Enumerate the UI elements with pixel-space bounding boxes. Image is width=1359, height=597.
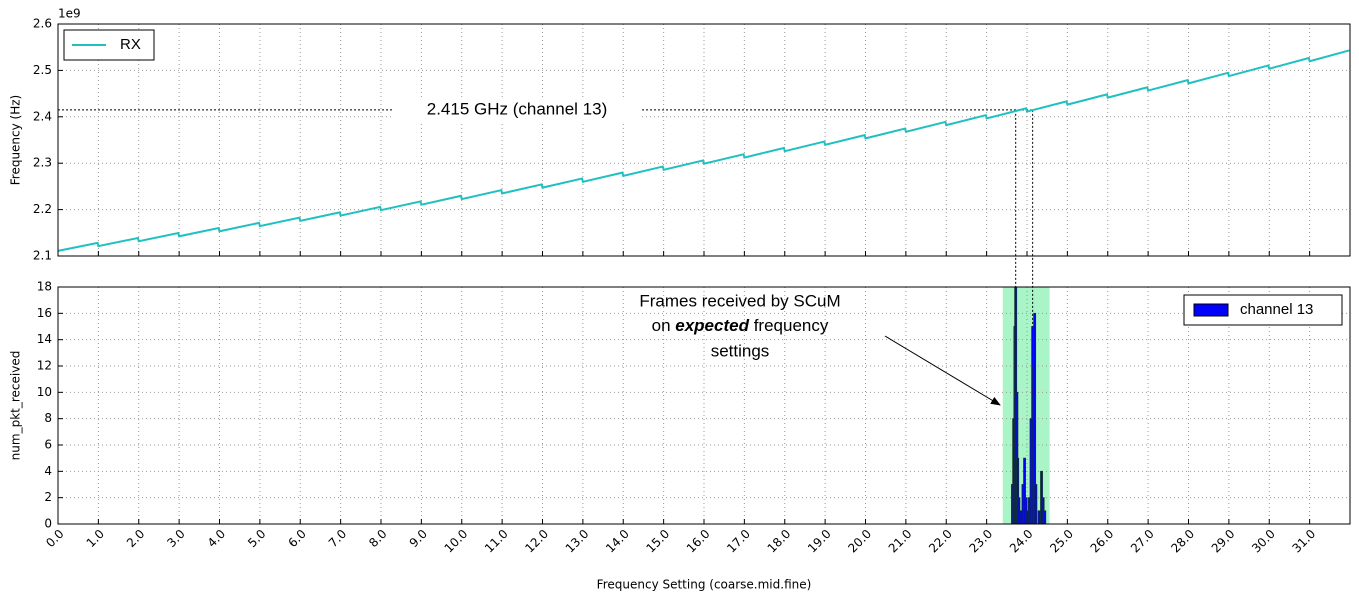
y-tick-label: 2.1 (33, 249, 52, 263)
annotation-emphasis: expected (675, 316, 749, 335)
annotation-arrow (884, 335, 1001, 406)
y-axis-label: Frequency (Hz) (9, 95, 23, 186)
x-tick-label: 1.0 (84, 527, 107, 550)
y-tick-label: 0 (44, 517, 52, 531)
y-tick-label: 2.3 (33, 156, 52, 170)
x-tick-label: 12.0 (522, 527, 551, 556)
legend-swatch (1193, 303, 1229, 317)
y-tick-label: 18 (37, 280, 52, 294)
x-tick-label: 5.0 (245, 527, 268, 550)
x-tick-label: 2.0 (124, 527, 147, 550)
annotation: Frames received by SCuM (639, 291, 840, 310)
x-tick-label: 29.0 (1209, 527, 1238, 556)
y-tick-label: 4 (44, 464, 52, 478)
x-axis-label: Frequency Setting (coarse.mid.fine) (597, 578, 812, 592)
y-tick-label: 6 (44, 438, 52, 452)
x-tick-label: 24.0 (1007, 527, 1036, 556)
x-tick-label: 15.0 (643, 527, 672, 556)
y-tick-label: 14 (37, 332, 52, 346)
x-tick-label: 11.0 (482, 527, 511, 556)
x-tick-label: 6.0 (285, 527, 308, 550)
axes-frame (57, 286, 1351, 525)
x-tick-label: 18.0 (765, 527, 794, 556)
x-tick-label: 3.0 (164, 527, 187, 550)
axes-frame (57, 23, 1351, 257)
bar (1043, 510, 1047, 525)
y-tick-label: 12 (37, 359, 52, 373)
annotation-part: frequency (749, 316, 829, 335)
x-tick-label: 7.0 (326, 527, 349, 550)
x-tick-label: 10.0 (442, 527, 471, 556)
x-tick-label: 30.0 (1249, 527, 1278, 556)
annotation: settings (711, 341, 770, 360)
x-tick-label: 4.0 (205, 527, 228, 550)
x-tick-label: 16.0 (684, 527, 713, 556)
x-tick-label: 19.0 (805, 527, 834, 556)
x-tick-label: 25.0 (1047, 527, 1076, 556)
label-background (392, 97, 642, 122)
x-tick-label: 21.0 (886, 527, 915, 556)
x-tick-label: 8.0 (366, 527, 389, 550)
bar (1037, 510, 1041, 525)
y-tick-label: 8 (44, 411, 52, 425)
y-tick-label: 10 (37, 385, 52, 399)
y-tick-label: 16 (37, 306, 52, 320)
annotation: on expected frequency (652, 316, 829, 335)
y-tick-label: 2.2 (33, 202, 52, 216)
annotation: 2.415 GHz (channel 13) (427, 99, 608, 118)
x-tick-label: 22.0 (926, 527, 955, 556)
y-tick-label: 2.4 (33, 109, 52, 123)
x-tick-label: 26.0 (1088, 527, 1117, 556)
x-tick-label: 13.0 (563, 527, 592, 556)
data-line (57, 49, 1350, 252)
y-tick-label: 2 (44, 490, 52, 504)
x-tick-label: 31.0 (1289, 527, 1318, 556)
legend-label: RX (120, 36, 141, 53)
y-tick-label: 2.6 (33, 17, 52, 31)
x-tick-label: 9.0 (407, 527, 430, 550)
bar (1034, 484, 1038, 525)
x-tick-label: 17.0 (724, 527, 753, 556)
x-tick-label: 23.0 (966, 527, 995, 556)
x-tick-label: 20.0 (845, 527, 874, 556)
legend-label: channel 13 (1240, 301, 1313, 318)
x-tick-label: 28.0 (1168, 527, 1197, 556)
y-tick-label: 2.5 (33, 63, 52, 77)
y-offset-label: 1e9 (58, 7, 81, 21)
x-tick-label: 27.0 (1128, 527, 1157, 556)
x-tick-label: 14.0 (603, 527, 632, 556)
annotation-part: on (652, 316, 676, 335)
y-axis-label: num_pkt_received (9, 351, 23, 461)
